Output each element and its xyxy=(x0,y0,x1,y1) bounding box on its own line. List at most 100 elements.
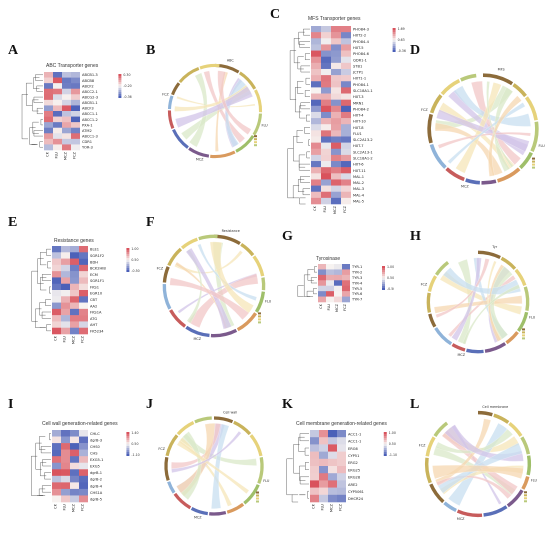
heatmap-cell xyxy=(52,495,61,503)
heatmap-cell xyxy=(341,62,351,70)
heatmap-cell xyxy=(70,488,79,496)
chord-arcs xyxy=(167,63,263,159)
chord-arc xyxy=(252,113,263,136)
chord-ribbon xyxy=(451,257,482,341)
heatmap-cell xyxy=(70,430,79,437)
chord-ribbon xyxy=(471,81,521,166)
heatmap-cell xyxy=(331,185,341,193)
heatmap-cell xyxy=(52,436,61,444)
chord-sector-label: MCZ xyxy=(457,353,465,357)
chord-arc xyxy=(478,410,493,417)
heatmap-cell xyxy=(341,124,351,131)
heatmap-cell xyxy=(44,122,53,129)
gene-label: dgrB-1 xyxy=(90,471,102,475)
heatmap-cell xyxy=(318,291,326,297)
heatmap-cell xyxy=(328,480,337,488)
chord-labels: ABC FLU MCZ FCZ xyxy=(162,58,268,161)
panel-label-j: J xyxy=(146,397,153,412)
heatmap-cell xyxy=(70,462,79,470)
heatmap-cell xyxy=(321,75,331,82)
chord-arc xyxy=(523,286,530,312)
chord-legend-swatch xyxy=(532,163,535,166)
heatmap-cell xyxy=(52,246,61,253)
gene-label: ATM2 xyxy=(82,129,92,133)
heatmap-cell xyxy=(70,246,79,253)
chord-arc xyxy=(257,457,264,484)
heatmap-cell xyxy=(331,32,341,39)
heatmap-cell xyxy=(52,264,61,272)
heatmap-cell xyxy=(311,173,321,180)
heatmap-cell xyxy=(44,133,53,140)
chord-sector-label: MCZ xyxy=(193,337,201,341)
chord-arcs xyxy=(164,416,264,516)
heatmap-cell xyxy=(79,308,88,316)
heatmap-cell xyxy=(79,488,88,496)
color-legend: 0.30 -0.20 -0.36 xyxy=(118,73,132,99)
chord-sector-label: MCZ xyxy=(196,158,204,162)
heatmap-cell xyxy=(341,111,351,119)
heatmap-cell xyxy=(79,462,88,470)
column-label: MCZ xyxy=(333,205,337,214)
chord-ribbon xyxy=(432,465,524,479)
heatmap-cell xyxy=(321,62,331,70)
heatmap-cell xyxy=(337,480,346,488)
heatmap-cell xyxy=(52,296,61,303)
color-legend: 1.69 0.63 -0.36 xyxy=(392,27,406,53)
heatmap-cell xyxy=(70,495,79,503)
chord-arc xyxy=(526,455,532,476)
heatmap-cell xyxy=(326,285,334,292)
column-label: FLU xyxy=(63,504,67,511)
chord-arc xyxy=(162,283,172,310)
heatmap-cell xyxy=(79,482,88,490)
heatmap-cell xyxy=(71,77,80,84)
heatmap-cell xyxy=(71,127,80,134)
chord-legend-swatch xyxy=(524,497,527,500)
heatmap-cell xyxy=(52,302,61,310)
heatmap-cell xyxy=(53,77,62,84)
gene-label: HXT-5 xyxy=(353,46,364,50)
chord-legend-swatch xyxy=(256,491,259,494)
heatmap-cell xyxy=(331,154,341,162)
heatmap-cell xyxy=(321,161,331,168)
heatmap-cell xyxy=(61,436,70,444)
chord-legend-swatch xyxy=(254,141,257,144)
heatmap-cell xyxy=(79,495,88,503)
heatmap-cell xyxy=(331,68,341,76)
panel-label-l: L xyxy=(410,397,420,412)
heatmap-cell xyxy=(53,144,62,151)
chord-arc xyxy=(497,167,521,183)
chord-arc xyxy=(240,242,255,257)
heatmap-c: PHO84-3 HXT2-2 PHO84-4 HXT-5 PHO84-6 QDR1-1 ST… xyxy=(280,24,410,214)
chord-ribbon xyxy=(175,86,253,128)
heatmap-cell xyxy=(52,469,61,477)
heatmap-cell xyxy=(311,136,321,143)
chord-arc xyxy=(233,420,252,436)
heatmap-cell xyxy=(331,56,341,64)
chord-arc xyxy=(429,94,443,114)
chord-legend-swatch xyxy=(254,135,257,138)
heatmap-cell xyxy=(319,458,328,467)
chord-sector-label: FCZ xyxy=(157,266,164,270)
panel-label-f: F xyxy=(146,215,155,230)
column-label: FCZ xyxy=(343,205,347,213)
heatmap-cell xyxy=(319,487,328,496)
heatmap-cell xyxy=(321,154,331,162)
heatmap-cell xyxy=(79,436,88,444)
heatmap-cell xyxy=(328,437,337,445)
heatmap-cell xyxy=(334,291,342,297)
heatmap-cell xyxy=(331,26,341,33)
gene-label: ABCB1-3 xyxy=(82,73,98,77)
heatmap-cell xyxy=(311,179,321,186)
heatmap-cell xyxy=(334,285,342,292)
heatmap-cell xyxy=(337,487,346,496)
heatmap-cell xyxy=(311,197,321,205)
heatmap-cell xyxy=(341,26,351,33)
chord-arcs xyxy=(424,410,532,518)
panel-label-i: I xyxy=(8,397,14,412)
chord-ribbon xyxy=(180,431,202,501)
heatmap-cell xyxy=(319,466,328,474)
chord-arc xyxy=(194,416,212,424)
heatmap-cell xyxy=(311,50,321,57)
heatmap-cell xyxy=(341,154,351,162)
